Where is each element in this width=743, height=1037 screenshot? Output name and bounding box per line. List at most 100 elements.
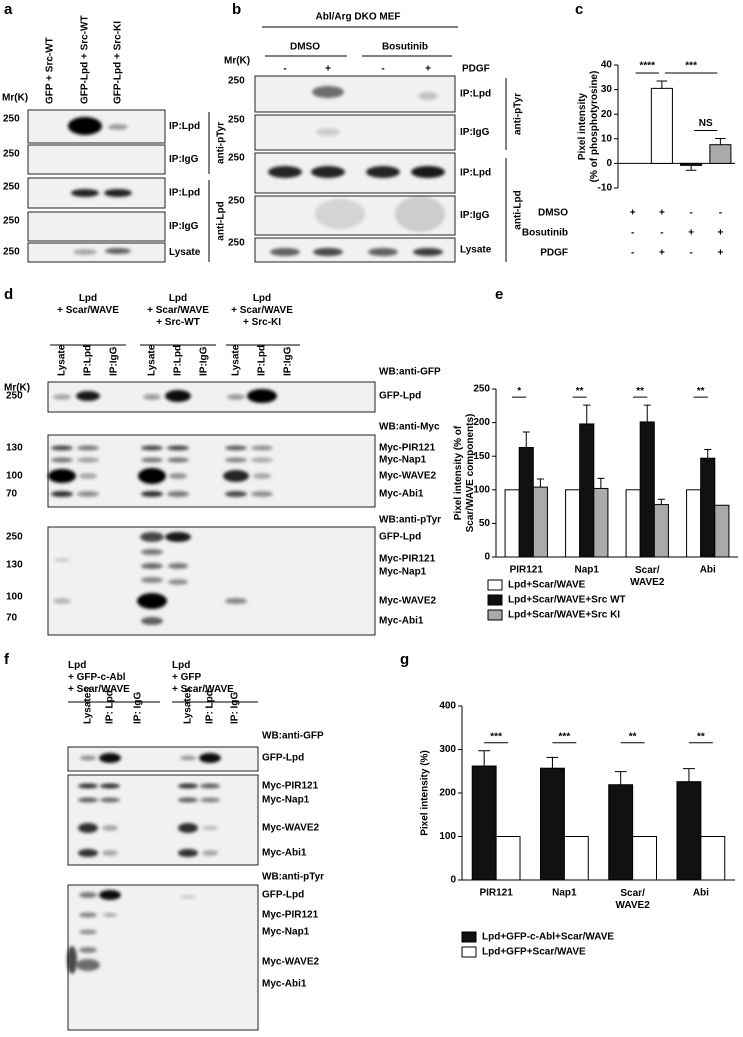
band bbox=[77, 491, 99, 497]
y-tick-label: 0 bbox=[450, 875, 456, 886]
sign: + bbox=[425, 64, 431, 75]
bar bbox=[625, 489, 641, 558]
band bbox=[67, 946, 77, 974]
x-tick-label: Scar/WAVE2 bbox=[615, 888, 650, 911]
x-tick-label: Scar/WAVE2 bbox=[630, 565, 665, 588]
band bbox=[167, 445, 189, 451]
legend-label: Lpd+GFP+Scar/WAVE bbox=[482, 947, 586, 958]
condition-sign: - bbox=[631, 248, 634, 259]
bar bbox=[676, 781, 702, 881]
section-title: WB:anti-Myc bbox=[379, 422, 440, 433]
y-tick-label: 100 bbox=[473, 484, 490, 495]
section-title: WB:anti-GFP bbox=[262, 731, 324, 742]
bar bbox=[680, 162, 703, 166]
error-bar bbox=[656, 80, 668, 89]
panel-label: a bbox=[4, 1, 13, 18]
error-bar bbox=[685, 165, 697, 171]
condition-sign: - bbox=[689, 208, 692, 219]
antibody-label: anti-Lpd bbox=[216, 201, 227, 240]
band-label: Myc-PIR121 bbox=[262, 910, 319, 921]
significance-label: *** bbox=[490, 731, 502, 742]
band bbox=[104, 189, 132, 197]
marker: 250 bbox=[6, 391, 23, 402]
band bbox=[79, 947, 97, 953]
legend-label: Lpd+Scar/WAVE+Src KI bbox=[508, 610, 620, 621]
row-label: IP:IgG bbox=[460, 127, 490, 138]
band bbox=[141, 491, 163, 497]
band bbox=[411, 166, 445, 178]
legend-label: Lpd+Scar/WAVE+Src WT bbox=[508, 595, 626, 606]
panel-label: c bbox=[575, 1, 583, 18]
condition-sign: + bbox=[659, 208, 665, 219]
blot-row bbox=[27, 211, 166, 242]
blot-panel bbox=[67, 774, 259, 866]
y-tick-label: 150 bbox=[473, 451, 490, 462]
marker: 70 bbox=[6, 613, 18, 624]
band bbox=[77, 445, 99, 451]
marker: 250 bbox=[228, 196, 245, 207]
band bbox=[200, 797, 220, 803]
y-tick-label: 50 bbox=[479, 518, 491, 529]
legend-swatch bbox=[487, 594, 503, 606]
bar bbox=[608, 784, 634, 881]
band bbox=[140, 532, 164, 542]
band bbox=[247, 389, 277, 403]
bar bbox=[518, 446, 534, 558]
significance-label: ** bbox=[636, 386, 644, 397]
band bbox=[178, 823, 198, 833]
condition-sign: - bbox=[689, 248, 692, 259]
error-bar bbox=[715, 138, 726, 145]
band bbox=[99, 753, 121, 763]
error-bar bbox=[597, 477, 605, 489]
band-label: Myc-WAVE2 bbox=[262, 823, 319, 834]
band bbox=[77, 457, 99, 463]
condition-sign: - bbox=[660, 228, 663, 239]
bar bbox=[653, 504, 669, 558]
band bbox=[137, 593, 167, 609]
band bbox=[368, 248, 398, 256]
lane-label: IP: Lpd bbox=[205, 690, 216, 724]
group-label: Lpd + Scar/WAVE + Src-WT bbox=[147, 293, 209, 328]
row-label: IP:IgG bbox=[169, 221, 199, 232]
antibody-label: anti-pTyr bbox=[513, 93, 524, 135]
bar bbox=[539, 767, 565, 881]
band bbox=[78, 797, 98, 803]
y-tick-label: 10 bbox=[601, 133, 613, 144]
bar bbox=[579, 423, 595, 558]
marker: 250 bbox=[6, 532, 23, 543]
lane-label: IP:IgG bbox=[199, 346, 210, 376]
band bbox=[178, 783, 198, 789]
band bbox=[100, 797, 120, 803]
band bbox=[270, 248, 300, 256]
x-tick-label: Abi bbox=[700, 565, 716, 576]
panel-label: f bbox=[4, 651, 10, 668]
band bbox=[80, 755, 96, 761]
band bbox=[413, 248, 443, 256]
band bbox=[225, 491, 247, 497]
band-label: Myc-Abi1 bbox=[379, 616, 424, 627]
lane-label: IP:Lpd bbox=[257, 345, 268, 376]
band bbox=[180, 895, 196, 899]
blot-panel bbox=[47, 526, 376, 636]
band-label: Myc-PIR121 bbox=[379, 443, 436, 454]
band bbox=[165, 532, 191, 542]
bar bbox=[563, 836, 589, 881]
lane-label: Lysate bbox=[147, 344, 158, 376]
group-label: Lpd + Scar/WAVE + Src-KI bbox=[231, 293, 293, 328]
legend-swatch bbox=[487, 579, 503, 591]
band bbox=[79, 473, 97, 479]
row-label: Lysate bbox=[460, 245, 492, 256]
mr-label: Mr(K) bbox=[224, 56, 250, 67]
lane-label: GFP-Lpd + Src-KI bbox=[113, 21, 124, 104]
y-tick-label: 250 bbox=[473, 384, 490, 395]
marker: 250 bbox=[228, 76, 245, 87]
row-label: IP:Lpd bbox=[169, 188, 200, 199]
band bbox=[51, 491, 73, 497]
lane-label: Lysates bbox=[83, 687, 94, 724]
lane-label: Lysates bbox=[183, 687, 194, 724]
band bbox=[165, 390, 191, 402]
panel-label: b bbox=[232, 1, 241, 18]
bar bbox=[632, 836, 658, 881]
condition-sign: + bbox=[659, 248, 665, 259]
